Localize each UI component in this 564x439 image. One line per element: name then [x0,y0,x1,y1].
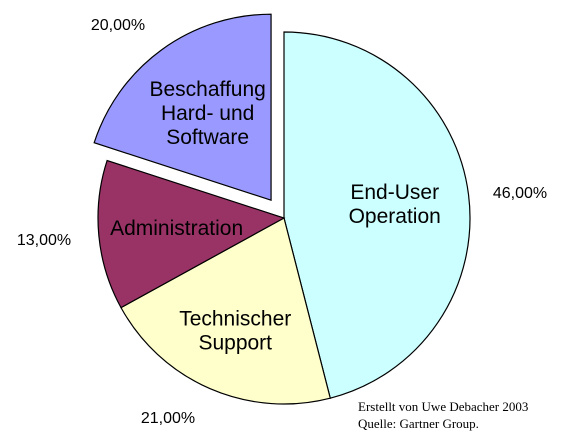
slice-label-line: End-User [350,181,439,204]
pie-slices [93,13,471,405]
pie-slice-beschaffung-hard-und-software [93,13,272,202]
percent-labels: 46,00% 21,00% 13,00% 20,00% [17,17,547,427]
slice-label-line: Beschaffung [149,78,265,101]
slice-label-line: Technischer [179,308,291,331]
slice-label: End-User Operation [349,181,441,228]
slice-label-line: Software [166,126,249,149]
slice-label-line: Administration [110,217,243,240]
percent-label: 21,00% [141,410,195,427]
author-credit: Erstellt von Uwe Debacher 2003 [358,399,528,414]
slice-label-line: Hard- und [161,102,254,125]
slice-label-line: Operation [349,205,441,228]
pie-slice-administration [97,159,286,309]
slice-label: Technischer Support [179,308,291,355]
slice-labels: End-User Operation Technischer Support Admin… [110,78,441,355]
slice-label-line: Support [198,332,272,355]
percent-label: 13,00% [17,232,71,249]
slice-label: Administration [110,217,243,240]
source-credit: Quelle: Gartner Group. [358,416,479,431]
pie-slice-technischer-support [120,217,331,405]
percent-label: 46,00% [493,185,547,202]
slice-label: Beschaffung Hard- und Software [149,78,265,149]
percent-label: 20,00% [91,17,145,34]
pie-slice-end-user-operation [283,31,471,399]
